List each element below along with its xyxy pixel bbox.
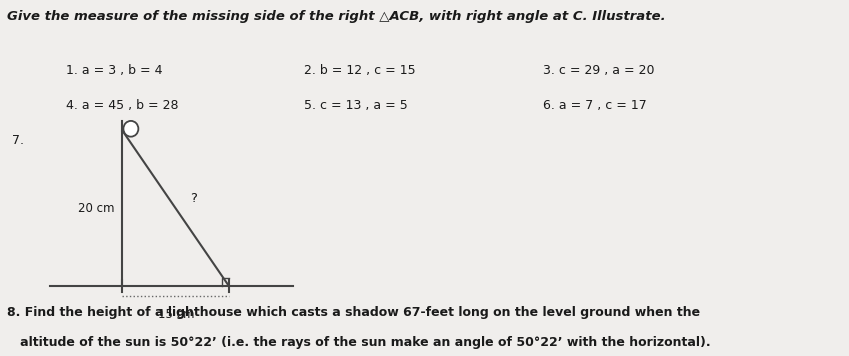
Text: 4. a = 45 , b = 28: 4. a = 45 , b = 28 [66,99,179,112]
Text: 8. Find the height of a lighthouse which casts a shadow 67-feet long on the leve: 8. Find the height of a lighthouse which… [8,306,700,319]
Text: 7.: 7. [12,134,24,147]
Text: altitude of the sun is 50°22’ (i.e. the rays of the sun make an angle of 50°22’ : altitude of the sun is 50°22’ (i.e. the … [8,336,711,349]
Text: 1. a = 3 , b = 4: 1. a = 3 , b = 4 [66,64,163,77]
Text: 15 cm: 15 cm [158,308,194,321]
Text: 20 cm: 20 cm [78,202,115,215]
Text: Give the measure of the missing side of the right △ACB, with right angle at C. I: Give the measure of the missing side of … [8,10,666,23]
Circle shape [123,121,138,137]
Text: 5. c = 13 , a = 5: 5. c = 13 , a = 5 [305,99,408,112]
Text: ?: ? [190,192,197,205]
Text: 2. b = 12 , c = 15: 2. b = 12 , c = 15 [305,64,416,77]
Text: 3. c = 29 , a = 20: 3. c = 29 , a = 20 [543,64,654,77]
Text: 6. a = 7 , c = 17: 6. a = 7 , c = 17 [543,99,646,112]
